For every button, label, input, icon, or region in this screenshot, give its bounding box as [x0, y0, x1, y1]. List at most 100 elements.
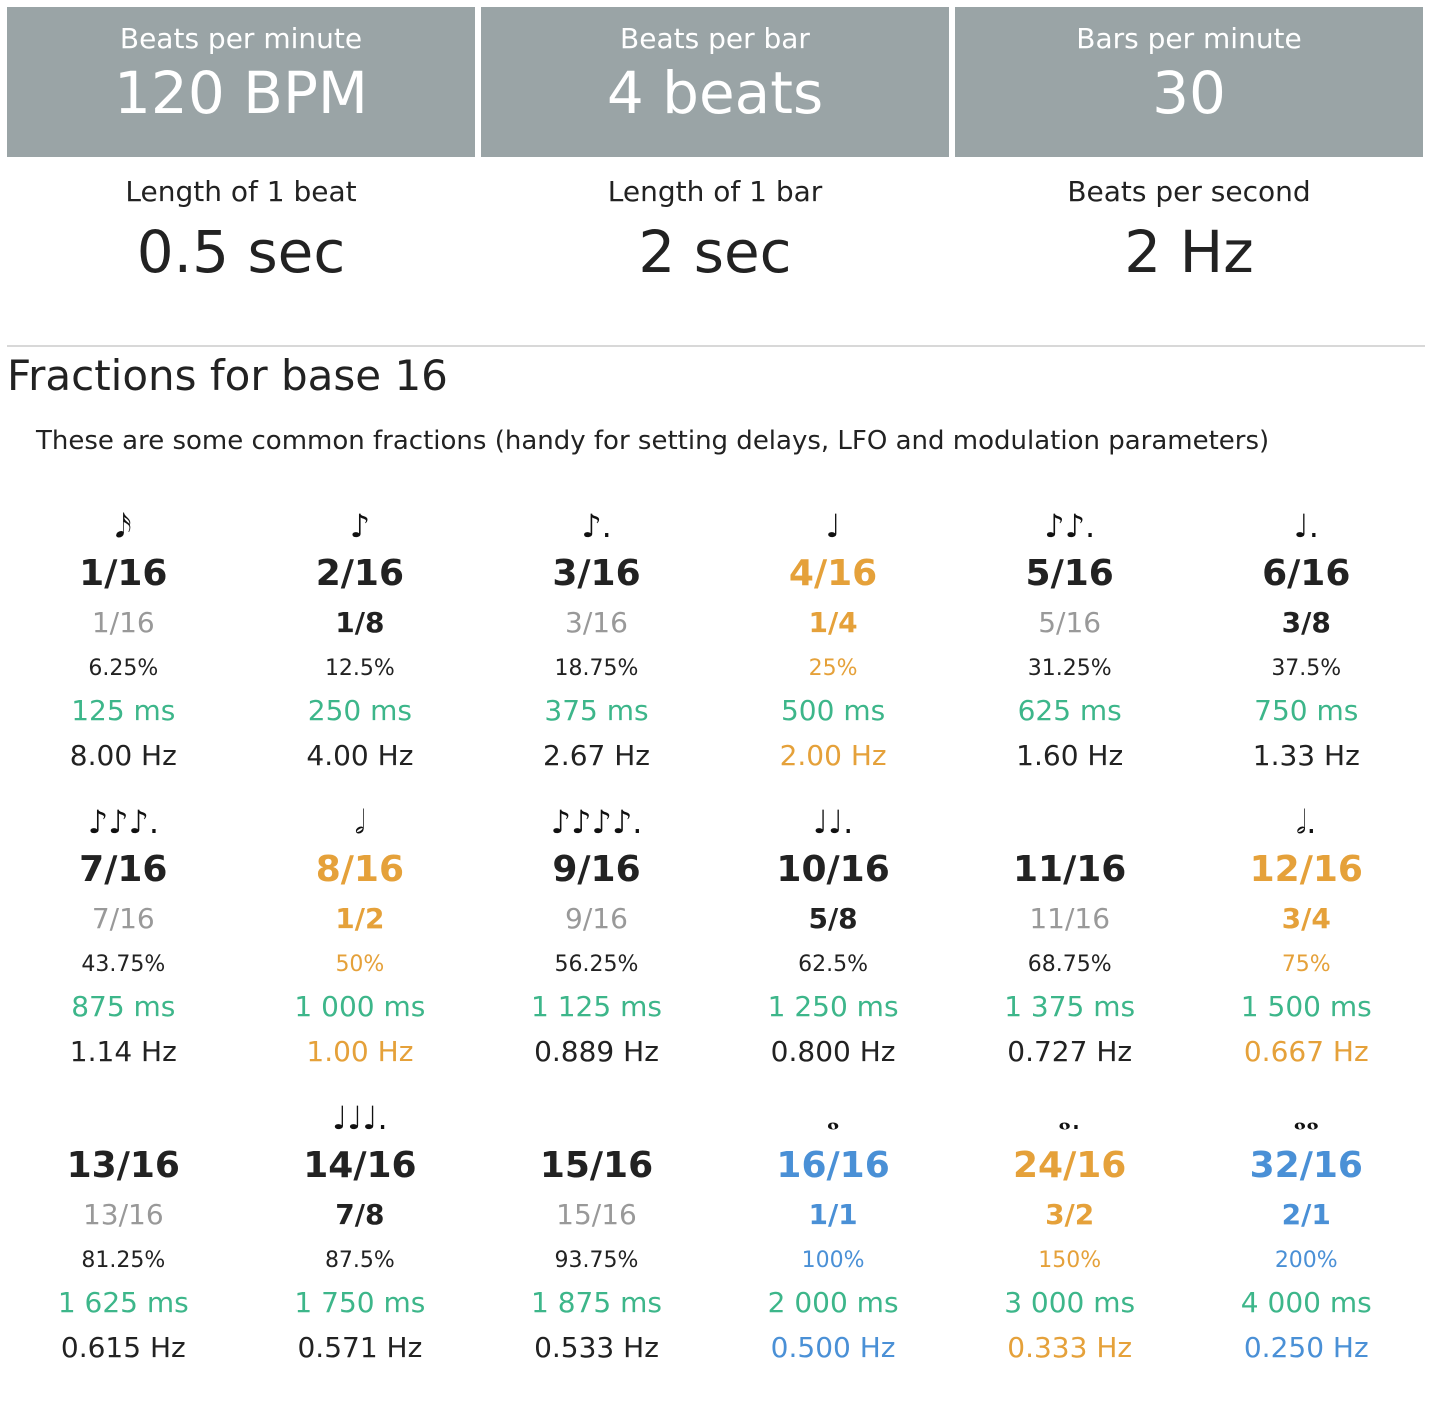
bpm-box[interactable]: Beats per minute 120 BPM — [7, 7, 475, 157]
milliseconds: 1 625 ms — [57, 1286, 189, 1319]
beats-per-second-label: Beats per second — [1067, 175, 1311, 208]
fraction-value: 9/16 — [552, 849, 641, 890]
frequency: 0.250 Hz — [1243, 1331, 1369, 1364]
fraction-cell: ♪♪♪♪. 9/16 9/16 56.25% 1 125 ms 0.889 Hz — [478, 796, 715, 1092]
fraction-value: 16/16 — [776, 1145, 890, 1186]
milliseconds: 1 250 ms — [767, 990, 899, 1023]
simplified-fraction: 2/1 — [1281, 1198, 1331, 1231]
fraction-value: 2/16 — [315, 553, 405, 594]
note-symbol — [478, 1092, 715, 1144]
percentage: 100% — [801, 1248, 865, 1273]
milliseconds: 1 750 ms — [294, 1286, 426, 1319]
note-symbol: ♩♩. — [812, 803, 854, 841]
fraction-value: 12/16 — [1249, 849, 1363, 890]
fraction-cell: ♪♪. 5/16 5/16 31.25% 625 ms 1.60 Hz — [951, 500, 1188, 796]
note-symbol: 𝅘𝅥𝅯 — [114, 507, 132, 545]
milliseconds: 4 000 ms — [1240, 1286, 1372, 1319]
fraction-cell: 11/16 11/16 68.75% 1 375 ms 0.727 Hz — [951, 796, 1188, 1092]
milliseconds: 1 000 ms — [294, 990, 426, 1023]
beat-length-label: Length of 1 beat — [125, 175, 357, 208]
frequency: 1.33 Hz — [1252, 739, 1360, 772]
bars-per-minute-box[interactable]: Bars per minute 30 — [955, 7, 1423, 157]
milliseconds: 2 000 ms — [767, 1286, 899, 1319]
frequency: 0.500 Hz — [770, 1331, 896, 1364]
bpm-value: 120 BPM — [114, 59, 368, 127]
frequency: 0.800 Hz — [770, 1035, 896, 1068]
fraction-cell: ♩♩♩. 14/16 7/8 87.5% 1 750 ms 0.571 Hz — [242, 1092, 479, 1388]
simplified-fraction: 1/4 — [808, 606, 858, 639]
beats-per-bar-label: Beats per bar — [620, 22, 810, 55]
simplified-fraction: 5/16 — [1038, 606, 1102, 639]
fraction-value: 14/16 — [303, 1145, 417, 1186]
fraction-cell: ♪♪♪. 7/16 7/16 43.75% 875 ms 1.14 Hz — [5, 796, 242, 1092]
bar-length-label: Length of 1 bar — [607, 175, 823, 208]
milliseconds: 1 375 ms — [1004, 990, 1136, 1023]
beats-per-second-value: 2 Hz — [1124, 218, 1254, 286]
fraction-value: 3/16 — [552, 553, 641, 594]
simplified-fraction: 3/4 — [1281, 902, 1331, 935]
percentage: 56.25% — [554, 952, 639, 977]
percentage: 75% — [1281, 952, 1331, 977]
simplified-fraction: 3/2 — [1045, 1198, 1095, 1231]
fraction-cell: 𝅝 16/16 1/1 100% 2 000 ms 0.500 Hz — [715, 1092, 952, 1388]
fraction-cell: ♩ 4/16 1/4 25% 500 ms 2.00 Hz — [715, 500, 952, 796]
note-symbol: ♪♪. — [1044, 507, 1096, 545]
bar-length-value: 2 sec — [638, 218, 792, 286]
frequency: 2.67 Hz — [542, 739, 650, 772]
fraction-value: 1/16 — [79, 553, 168, 594]
beats-per-bar-box[interactable]: Beats per bar 4 beats — [481, 7, 949, 157]
milliseconds: 1 500 ms — [1240, 990, 1372, 1023]
percentage: 87.5% — [324, 1248, 395, 1273]
milliseconds: 375 ms — [544, 694, 649, 727]
percentage: 93.75% — [554, 1248, 639, 1273]
fraction-value: 4/16 — [788, 553, 878, 594]
fraction-value: 11/16 — [1013, 849, 1127, 890]
simplified-fraction: 1/8 — [335, 606, 385, 639]
bar-length-box: Length of 1 bar 2 sec — [481, 172, 949, 292]
fraction-cell: 𝅝𝅝 32/16 2/1 200% 4 000 ms 0.250 Hz — [1188, 1092, 1425, 1388]
milliseconds: 750 ms — [1254, 694, 1359, 727]
simplified-fraction: 5/8 — [808, 902, 858, 935]
fraction-cell: 15/16 15/16 93.75% 1 875 ms 0.533 Hz — [478, 1092, 715, 1388]
percentage: 50% — [335, 952, 385, 977]
section-divider — [7, 345, 1425, 347]
simplified-fraction: 1/2 — [335, 902, 385, 935]
fractions-grid: 𝅘𝅥𝅯 1/16 1/16 6.25% 125 ms 8.00 Hz ♪ 2/16 1/8 12.… — [5, 500, 1425, 1388]
simplified-fraction: 15/16 — [556, 1198, 637, 1231]
fraction-cell: ♩♩. 10/16 5/8 62.5% 1 250 ms 0.800 Hz — [715, 796, 952, 1092]
beat-length-value: 0.5 sec — [136, 218, 346, 286]
simplified-fraction: 7/16 — [91, 902, 155, 935]
milliseconds: 1 875 ms — [531, 1286, 662, 1319]
note-symbol: 𝅗𝅥 — [354, 803, 365, 841]
fraction-cell: ♪. 3/16 3/16 18.75% 375 ms 2.67 Hz — [478, 500, 715, 796]
note-symbol: ♩. — [1293, 507, 1319, 545]
milliseconds: 125 ms — [71, 694, 176, 727]
simplified-fraction: 7/8 — [335, 1198, 385, 1231]
note-symbol: ♪♪♪. — [87, 803, 160, 841]
note-symbol: 𝅝𝅝 — [1293, 1099, 1319, 1137]
percentage: 25% — [808, 656, 858, 681]
percentage: 18.75% — [554, 656, 639, 681]
frequency: 0.533 Hz — [534, 1331, 659, 1364]
frequency: 1.14 Hz — [69, 1035, 177, 1068]
fraction-value: 32/16 — [1249, 1145, 1363, 1186]
fraction-value: 15/16 — [539, 1145, 654, 1186]
tempo-header: Beats per minute 120 BPM Beats per bar 4… — [7, 7, 1423, 157]
note-symbol: ♪ — [349, 507, 371, 545]
milliseconds: 250 ms — [307, 694, 412, 727]
fraction-cell: ♩. 6/16 3/8 37.5% 750 ms 1.33 Hz — [1188, 500, 1425, 796]
bars-per-minute-label: Bars per minute — [1076, 22, 1302, 55]
section-title: Fractions for base 16 — [7, 351, 448, 400]
percentage: 81.25% — [81, 1248, 166, 1273]
fraction-cell: 𝅗𝅥 8/16 1/2 50% 1 000 ms 1.00 Hz — [242, 796, 479, 1092]
summary-row: Length of 1 beat 0.5 sec Length of 1 bar… — [7, 172, 1423, 292]
fraction-cell: ♪ 2/16 1/8 12.5% 250 ms 4.00 Hz — [242, 500, 479, 796]
milliseconds: 500 ms — [780, 694, 886, 727]
fraction-cell: 𝅗𝅥. 12/16 3/4 75% 1 500 ms 0.667 Hz — [1188, 796, 1425, 1092]
beats-per-second-box: Beats per second 2 Hz — [955, 172, 1423, 292]
milliseconds: 3 000 ms — [1004, 1286, 1136, 1319]
frequency: 0.667 Hz — [1243, 1035, 1369, 1068]
milliseconds: 875 ms — [71, 990, 176, 1023]
frequency: 0.333 Hz — [1007, 1331, 1133, 1364]
fraction-cell: 𝅝. 24/16 3/2 150% 3 000 ms 0.333 Hz — [951, 1092, 1188, 1388]
